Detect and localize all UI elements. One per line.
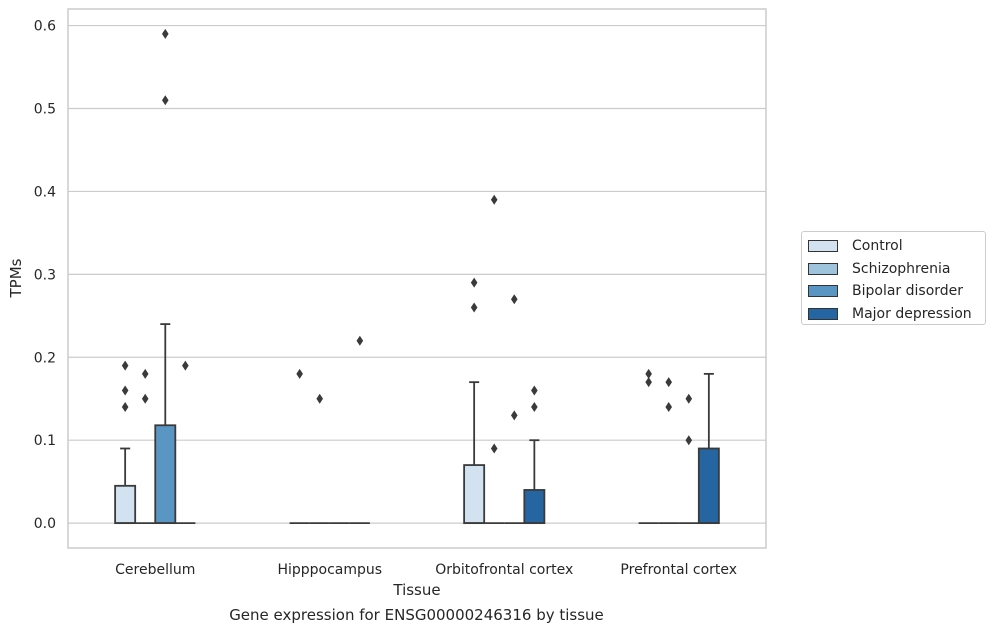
box-bipolar-disorder xyxy=(504,294,525,525)
legend-swatch xyxy=(808,240,838,253)
box-control xyxy=(114,360,137,525)
box-major-depression xyxy=(175,360,196,525)
outlier-point xyxy=(121,402,129,413)
outlier-point xyxy=(665,402,673,413)
box-body xyxy=(463,464,486,525)
outlier-point xyxy=(141,393,149,404)
outlier-point xyxy=(510,294,518,305)
outlier-point xyxy=(161,95,169,106)
legend-label: Control xyxy=(852,238,903,255)
outlier-point xyxy=(685,435,693,446)
x-tick-label: Cerebellum xyxy=(115,562,195,578)
outlier-point xyxy=(685,393,693,404)
legend-item: Control xyxy=(808,235,985,258)
grid-lines xyxy=(68,24,766,524)
outlier-point xyxy=(531,402,538,413)
box-bipolar-disorder xyxy=(678,393,699,525)
legend-item: Schizophrenia xyxy=(808,258,985,281)
legend-item: Bipolar disorder xyxy=(808,280,985,303)
legend-swatch xyxy=(808,285,838,298)
y-tick-label: 0.2 xyxy=(34,350,56,366)
box-control xyxy=(463,277,486,525)
outlier-point xyxy=(296,368,303,379)
box-series xyxy=(114,28,720,525)
y-tick-label: 0.6 xyxy=(34,19,56,35)
outlier-point xyxy=(316,393,324,404)
outlier-point xyxy=(665,377,673,388)
outlier-point xyxy=(121,385,129,396)
outlier-point xyxy=(510,410,518,421)
box-body xyxy=(154,424,177,525)
plot-frame xyxy=(67,8,767,549)
outlier-point xyxy=(645,368,652,379)
legend-swatch xyxy=(808,307,838,320)
box-major-depression xyxy=(697,372,720,525)
x-axis-ticks: Cerebellum Hipppocampus Orbitofrontal cort… xyxy=(115,562,737,578)
legend: Control Schizophrenia Bipolar disorder Majo… xyxy=(801,231,986,325)
box-schizophrenia xyxy=(484,194,505,525)
box-schizophrenia xyxy=(658,377,679,525)
box-major-depression xyxy=(523,385,546,525)
y-tick-label: 0.5 xyxy=(34,102,56,118)
box-body xyxy=(114,484,137,525)
y-tick-label: 0.0 xyxy=(34,516,56,532)
outlier-point xyxy=(141,368,149,379)
box-schizophrenia xyxy=(135,368,156,525)
outlier-point xyxy=(470,277,478,288)
legend-swatch xyxy=(808,262,838,275)
box-control xyxy=(638,368,659,525)
y-tick-label: 0.4 xyxy=(34,184,56,200)
legend-item: Major depression xyxy=(808,303,985,326)
legend-label: Major depression xyxy=(852,305,972,322)
y-axis-ticks: 0.0 0.1 0.2 0.3 0.4 0.5 0.6 xyxy=(34,19,56,533)
box-schizophrenia xyxy=(309,393,330,525)
box-control xyxy=(289,368,310,525)
x-axis-title: Tissue xyxy=(392,581,440,599)
legend-label: Schizophrenia xyxy=(852,260,951,277)
outlier-point xyxy=(161,28,169,39)
box-body xyxy=(523,489,546,525)
outlier-point xyxy=(121,360,129,371)
y-tick-label: 0.1 xyxy=(34,433,56,449)
x-tick-label: Orbitofrontal cortex xyxy=(435,562,573,578)
outlier-point xyxy=(490,443,498,454)
chart-caption: Gene expression for ENSG00000246316 by t… xyxy=(229,606,604,624)
outlier-point xyxy=(645,377,652,388)
outlier-point xyxy=(531,385,538,396)
outlier-point xyxy=(470,302,478,313)
box-bipolar-disorder xyxy=(154,28,177,525)
outlier-point xyxy=(490,194,498,205)
x-tick-label: Prefrontal cortex xyxy=(620,562,737,578)
outlier-point xyxy=(182,360,189,371)
y-axis-title: TPMs xyxy=(7,258,25,298)
x-tick-label: Hipppocampus xyxy=(277,562,382,578)
legend-label: Bipolar disorder xyxy=(852,283,964,300)
y-tick-label: 0.3 xyxy=(34,267,56,283)
box-body xyxy=(697,447,720,525)
outlier-point xyxy=(356,335,364,346)
box-major-depression xyxy=(349,335,370,525)
